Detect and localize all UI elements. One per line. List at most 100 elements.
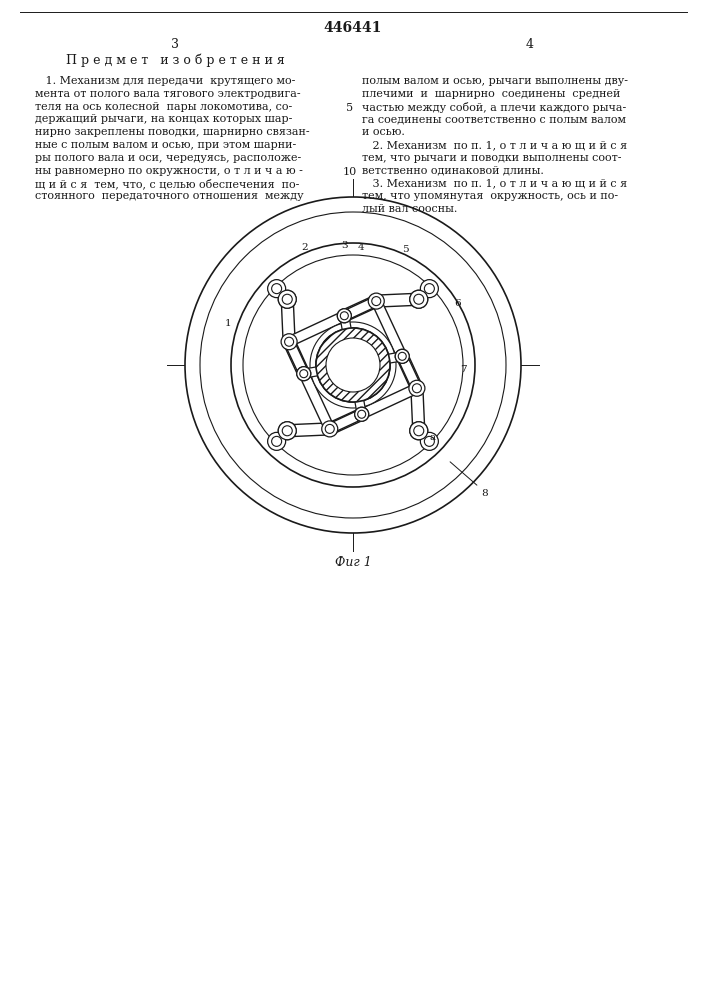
Circle shape (337, 309, 351, 323)
Polygon shape (273, 285, 291, 303)
Circle shape (279, 422, 296, 440)
Polygon shape (287, 297, 378, 346)
Text: 5: 5 (402, 245, 409, 254)
Polygon shape (281, 299, 295, 342)
Circle shape (355, 407, 368, 421)
Text: щ и й с я  тем, что, с целью обеспечения  по-: щ и й с я тем, что, с целью обеспечения … (35, 178, 299, 189)
Polygon shape (415, 427, 433, 445)
Polygon shape (273, 427, 291, 445)
Text: 446441: 446441 (324, 21, 382, 35)
Circle shape (412, 384, 421, 393)
Text: ры полого вала и оси, чередуясь, расположе-: ры полого вала и оси, чередуясь, располо… (35, 153, 301, 163)
Circle shape (282, 426, 292, 436)
Circle shape (424, 284, 434, 294)
Text: 5: 5 (346, 103, 354, 113)
Text: 2. Механизм  по п. 1, о т л и ч а ю щ и й с я: 2. Механизм по п. 1, о т л и ч а ю щ и й… (362, 140, 627, 150)
Circle shape (282, 426, 292, 436)
Polygon shape (340, 315, 352, 336)
Circle shape (316, 328, 390, 402)
Circle shape (297, 367, 311, 381)
Text: и осью.: и осью. (362, 127, 405, 137)
Circle shape (300, 370, 308, 378)
Text: частью между собой, а плечи каждого рыча-: частью между собой, а плечи каждого рыча… (362, 102, 626, 113)
Text: ные с полым валом и осью, при этом шарни-: ные с полым валом и осью, при этом шарни… (35, 140, 296, 150)
Circle shape (231, 243, 475, 487)
Circle shape (268, 280, 286, 298)
Circle shape (282, 294, 292, 304)
Circle shape (340, 312, 349, 320)
Circle shape (414, 294, 423, 304)
Text: 6: 6 (455, 298, 461, 308)
Text: мента от полого вала тягового электродвига-: мента от полого вала тягового электродви… (35, 89, 300, 99)
Text: полым валом и осью, рычаги выполнены дву-: полым валом и осью, рычаги выполнены дву… (362, 76, 628, 86)
Circle shape (372, 297, 381, 306)
Polygon shape (327, 384, 419, 433)
Circle shape (279, 290, 296, 308)
Circle shape (410, 290, 428, 308)
Polygon shape (287, 423, 330, 437)
Polygon shape (372, 299, 421, 390)
Circle shape (297, 367, 311, 381)
Polygon shape (341, 296, 379, 321)
Text: 2: 2 (302, 242, 308, 251)
Circle shape (410, 290, 428, 308)
Polygon shape (397, 354, 422, 391)
Text: 3: 3 (341, 240, 349, 249)
Circle shape (285, 337, 293, 346)
Polygon shape (284, 339, 309, 376)
Circle shape (398, 352, 407, 360)
Circle shape (337, 309, 351, 323)
Circle shape (310, 322, 396, 408)
Text: 3. Механизм  по п. 1, о т л и ч а ю щ и й с я: 3. Механизм по п. 1, о т л и ч а ю щ и й… (362, 178, 627, 188)
Circle shape (414, 294, 423, 304)
Text: теля на ось колесной  пары локомотива, со-: теля на ось колесной пары локомотива, со… (35, 102, 292, 112)
Polygon shape (411, 388, 425, 431)
Text: га соединены соответственно с полым валом: га соединены соответственно с полым вало… (362, 114, 626, 124)
Text: 7: 7 (460, 365, 467, 374)
Text: 4: 4 (526, 38, 534, 51)
Circle shape (300, 370, 308, 378)
Circle shape (421, 432, 438, 450)
Circle shape (355, 407, 368, 421)
Text: тем, что рычаги и поводки выполнены соот-: тем, что рычаги и поводки выполнены соот… (362, 153, 621, 163)
Text: стоянного  передаточного отношения  между: стоянного передаточного отношения между (35, 191, 303, 201)
Text: 3: 3 (171, 38, 179, 51)
Text: держащий рычаги, на концах которых шар-: держащий рычаги, на концах которых шар- (35, 114, 293, 124)
Circle shape (271, 436, 281, 446)
Text: ны равномерно по окружности, о т л и ч а ю -: ны равномерно по окружности, о т л и ч а… (35, 166, 303, 176)
Circle shape (414, 426, 423, 436)
Text: ветственно одинаковой длины.: ветственно одинаковой длины. (362, 166, 544, 176)
Circle shape (410, 422, 428, 440)
Circle shape (322, 421, 338, 437)
Text: 1. Механизм для передачи  крутящего мо-: 1. Механизм для передачи крутящего мо- (35, 76, 296, 86)
Circle shape (398, 352, 407, 360)
Circle shape (358, 410, 366, 418)
Polygon shape (354, 394, 366, 415)
Text: Фиг 1: Фиг 1 (334, 556, 371, 570)
Text: П р е д м е т   и з о б р е т е н и я: П р е д м е т и з о б р е т е н и я (66, 53, 284, 67)
Circle shape (421, 280, 438, 298)
Text: плечими  и  шарнирно  соединены  средней: плечими и шарнирно соединены средней (362, 89, 620, 99)
Polygon shape (285, 340, 334, 431)
Text: a: a (430, 432, 436, 442)
Text: нирно закреплены поводки, шарнирно связан-: нирно закреплены поводки, шарнирно связа… (35, 127, 310, 137)
Circle shape (358, 410, 366, 418)
Text: 10: 10 (343, 167, 357, 177)
Text: лый вал соосны.: лый вал соосны. (362, 204, 457, 214)
Polygon shape (303, 366, 325, 378)
Circle shape (316, 328, 390, 402)
Circle shape (395, 349, 409, 363)
Circle shape (424, 436, 434, 446)
Circle shape (325, 424, 334, 433)
Circle shape (282, 294, 292, 304)
Circle shape (326, 338, 380, 392)
Polygon shape (415, 285, 433, 303)
Circle shape (340, 312, 349, 320)
Polygon shape (327, 409, 364, 434)
Polygon shape (382, 352, 403, 364)
Circle shape (368, 293, 385, 309)
Circle shape (271, 284, 281, 294)
Circle shape (326, 338, 380, 392)
Text: тем, что упомянутая  окружность, ось и по-: тем, что упомянутая окружность, ось и по… (362, 191, 618, 201)
Text: 1: 1 (225, 318, 231, 328)
